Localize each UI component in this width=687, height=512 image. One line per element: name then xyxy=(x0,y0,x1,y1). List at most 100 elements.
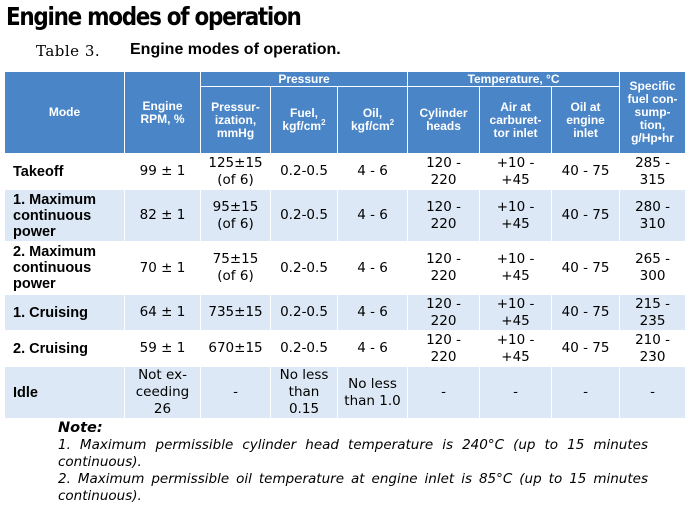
rpm-cell: Not ex-ceeding 26 xyxy=(124,366,201,419)
oil-cell: 4 - 6 xyxy=(336,153,409,190)
rpm-cell: 70 ± 1 xyxy=(124,241,201,295)
air-inlet-max: +45 xyxy=(501,215,530,232)
air-inlet-min: +10 - xyxy=(496,331,535,348)
header-fuel: Fuel, kgf/cm2 xyxy=(270,86,338,154)
sfc-min: 285 - xyxy=(635,154,670,171)
sfc-max: 230 xyxy=(639,348,666,365)
sfc-cell: - xyxy=(619,366,687,419)
pressurization-note: (of 6) xyxy=(217,215,254,232)
sfc-min: 210 - xyxy=(635,331,670,348)
note-line-1: 1. Maximum permissible cylinder head tem… xyxy=(58,437,648,470)
air-inlet-min: +10 - xyxy=(496,251,535,267)
air-inlet-cell: +10 - +45 xyxy=(479,153,553,190)
header-oil-text: Oil, kgf/cm xyxy=(350,106,390,133)
header-rpm: Engine RPM, % xyxy=(124,71,201,154)
header-cylinder-heads: Cylinder heads xyxy=(407,86,481,154)
table-note: Note: 1. Maximum permissible cylinder he… xyxy=(58,420,648,505)
oil-inlet-cell: 40 - 75 xyxy=(551,241,621,295)
table-row: Takeoff 99 ± 1 125±15 (of 6) 0.2-0.5 4 - … xyxy=(4,153,687,190)
pressurization-value: 735±15 xyxy=(208,304,263,320)
cylinder-heads-cell: 120 -220 xyxy=(407,294,481,331)
cylinder-heads-min: 120 - xyxy=(426,331,461,348)
sfc-min: 215 - xyxy=(635,295,670,312)
header-air-inlet: Air at carburet-tor inlet xyxy=(479,86,553,154)
mode-cell: 1. Cruising xyxy=(4,294,125,331)
header-sfc: Specific fuel con-sump-tion, g/Hp•hr xyxy=(619,71,687,154)
oil-cell: 4 - 6 xyxy=(336,189,409,242)
header-pressure: Pressure xyxy=(199,71,409,87)
air-inlet-min: +10 - xyxy=(496,198,535,215)
oil-inlet-cell: 40 - 75 xyxy=(551,294,621,331)
air-inlet-min: +10 - xyxy=(496,295,535,312)
mode-cell: 2. Cruising xyxy=(4,330,125,367)
cylinder-heads-min: 120 - xyxy=(426,198,461,215)
fuel-cell: 0.2-0.5 xyxy=(270,189,338,242)
air-inlet-max: +45 xyxy=(501,171,530,188)
sfc-cell: 280 -310 xyxy=(619,189,687,242)
sfc-max: 300 xyxy=(639,268,666,284)
table-caption: Table 3. Engine modes of operation. xyxy=(36,41,341,60)
engine-modes-table: Mode Engine RPM, % Pressure Temperature,… xyxy=(4,71,687,419)
header-pressurization: Pressur-ization, mmHg xyxy=(200,86,271,154)
sfc-cell: 215 -235 xyxy=(619,294,687,331)
mode-cell: 2. Maximum continuous power xyxy=(4,241,125,295)
air-inlet-min: +10 - xyxy=(496,154,535,171)
cylinder-heads-cell: 120 -220 xyxy=(407,330,481,367)
mode-cell: 1. Maximum continuous power xyxy=(4,189,125,242)
pressurization-value: 670±15 xyxy=(208,340,263,356)
page-heading: Engine modes of operation xyxy=(6,2,302,31)
fuel-cell: 0.2-0.5 xyxy=(270,241,338,295)
cylinder-heads-min: 120 - xyxy=(426,251,461,267)
header-fuel-sup: 2 xyxy=(321,118,326,127)
header-temperature: Temperature, °C xyxy=(407,71,621,87)
note-heading: Note: xyxy=(58,420,103,436)
pressurization-note: (of 6) xyxy=(217,171,254,188)
sfc-min: 265 - xyxy=(635,251,670,267)
pressurization-cell: 75±15 (of 6) xyxy=(200,241,271,295)
air-inlet-cell: +10 - +45 xyxy=(479,330,553,367)
oil-cell: No less than 1.0 xyxy=(336,366,409,419)
pressurization-cell: 735±15 xyxy=(200,294,271,331)
fuel-cell: 0.2-0.5 xyxy=(270,294,338,331)
oil-cell: 4 - 6 xyxy=(336,330,409,367)
mode-cell: Idle xyxy=(4,366,125,419)
table-row: 1. Maximum continuous power 82 ± 1 95±15… xyxy=(4,189,687,242)
sfc-cell: 265 -300 xyxy=(619,241,687,295)
oil-inlet-cell: 40 - 75 xyxy=(551,189,621,242)
cylinder-heads-min: 120 - xyxy=(426,154,461,171)
oil-inlet-cell: - xyxy=(551,366,621,419)
fuel-cell: 0.2-0.5 xyxy=(270,153,338,190)
air-inlet-cell: +10 - +45 xyxy=(479,294,553,331)
pressurization-cell: 125±15 (of 6) xyxy=(200,153,271,190)
cylinder-heads-max: 220 xyxy=(430,268,457,284)
oil-cell: 4 - 6 xyxy=(336,241,409,295)
table-number: Table 3. xyxy=(36,42,101,60)
cylinder-heads-cell: 120 -220 xyxy=(407,189,481,242)
air-inlet-max: +45 xyxy=(501,312,530,329)
pressurization-cell: 95±15 (of 6) xyxy=(200,189,271,242)
table-row: 2. Cruising 59 ± 1 670±15 0.2-0.5 4 - 6 … xyxy=(4,330,687,367)
pressurization-value: 75±15 xyxy=(212,251,259,267)
fuel-cell: No less than 0.15 xyxy=(270,366,338,419)
pressurization-note: (of 6) xyxy=(217,268,254,284)
sfc-max: 310 xyxy=(639,215,666,232)
air-inlet-max: +45 xyxy=(501,348,530,365)
pressurization-cell: - xyxy=(200,366,271,419)
sfc-cell: 210 -230 xyxy=(619,330,687,367)
rpm-cell: 82 ± 1 xyxy=(124,189,201,242)
cylinder-heads-max: 220 xyxy=(430,348,457,365)
oil-inlet-cell: 40 - 75 xyxy=(551,153,621,190)
cylinder-heads-cell: 120 -220 xyxy=(407,153,481,190)
cylinder-heads-max: 220 xyxy=(430,215,457,232)
header-oil-sup: 2 xyxy=(389,118,395,127)
sfc-max: 235 xyxy=(639,312,666,329)
fuel-cell: 0.2-0.5 xyxy=(270,330,338,367)
sfc-min: 280 - xyxy=(635,198,670,215)
sfc-max: 315 xyxy=(639,171,666,188)
cylinder-heads-max: 220 xyxy=(430,312,457,329)
header-fuel-text: Fuel, kgf/cm xyxy=(282,106,322,133)
rpm-cell: 59 ± 1 xyxy=(124,330,201,367)
air-inlet-max: +45 xyxy=(501,268,530,284)
table-row: 1. Cruising 64 ± 1 735±15 0.2-0.5 4 - 6 … xyxy=(4,294,687,331)
air-inlet-cell: +10 - +45 xyxy=(479,241,553,295)
